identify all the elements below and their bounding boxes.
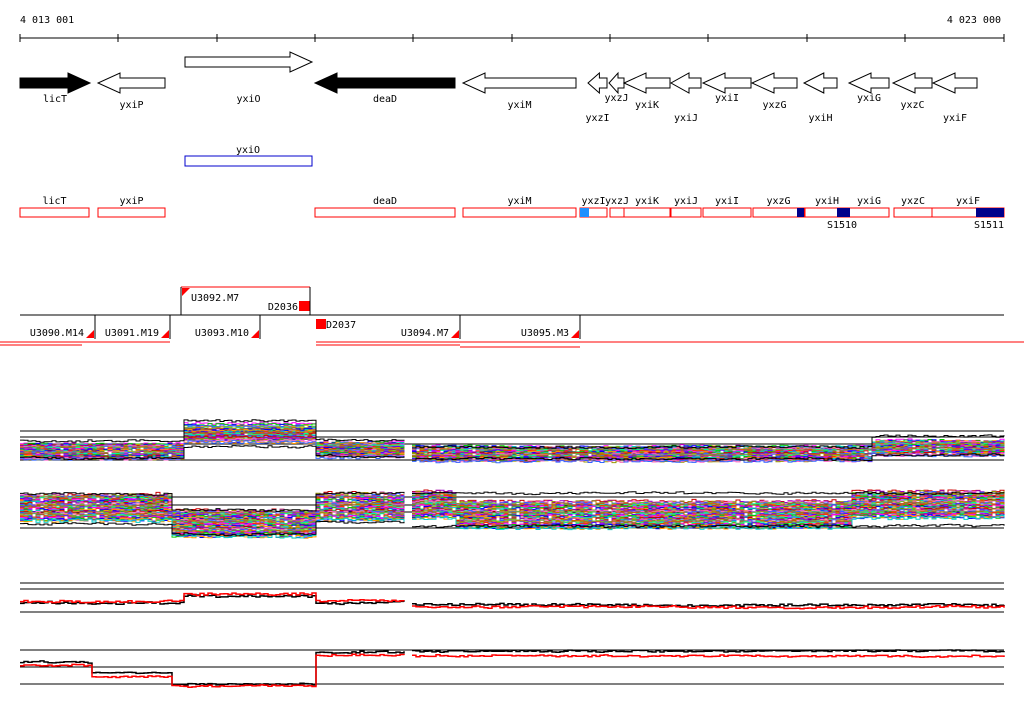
gene-label-yxiK: yxiK [635, 100, 659, 111]
gene-arrow-yxiK[interactable] [622, 72, 671, 94]
ruler-ticks [19, 34, 1005, 42]
transcript-box-yxiJ[interactable] [670, 207, 702, 218]
transcript-label-yxzI: yxzI [581, 196, 605, 207]
gene-label-yxiI: yxiI [715, 93, 739, 104]
transcript-label-yxzC: yxzC [901, 196, 925, 207]
gene-label-yxiO: yxiO [236, 94, 260, 105]
segment-label-U3091.M19: U3091.M19 [105, 328, 159, 339]
segment-label-U3093.M10: U3093.M10 [195, 328, 249, 339]
ruler-start-label: 4 013 001 [20, 15, 74, 26]
expression-profiles [20, 419, 1005, 539]
gene-label-yxiJ: yxiJ [674, 113, 698, 124]
gene-arrow-yxiP[interactable] [96, 72, 166, 94]
transcript-label-yxiK: yxiK [635, 196, 659, 207]
segment-flag [571, 330, 579, 338]
gene-label-licT: licT [43, 94, 67, 105]
aggregate-profile-mean [20, 649, 1005, 686]
segment-flag [86, 330, 94, 338]
ruler-end-label: 4 023 000 [947, 15, 1001, 26]
transcript-label-yxzJ: yxzJ [605, 196, 629, 207]
transcript-label-yxiG: yxiG [857, 196, 881, 207]
site-label-S1511: S1511 [974, 220, 1004, 231]
segment-flag [251, 330, 259, 338]
gene-label-yxzI: yxzI [585, 113, 609, 124]
transcript-box-deaD[interactable] [314, 207, 456, 218]
gene-label-yxzC: yxzC [900, 100, 924, 111]
transcript-box-yxiK[interactable] [623, 207, 671, 218]
gene-arrow-yxzG[interactable] [750, 72, 798, 94]
gene-arrow-yxzI[interactable] [587, 71, 608, 95]
gene-label-yxzJ: yxzJ [604, 93, 628, 104]
transcript-box-yxzJ[interactable] [609, 207, 625, 218]
site-label-S1510: S1510 [827, 220, 857, 231]
transcript-label-yxiP: yxiP [119, 196, 143, 207]
segment-label-U3094.M7: U3094.M7 [401, 328, 449, 339]
transcript-label-yxiF: yxiF [956, 196, 980, 207]
segment-flag [182, 288, 190, 296]
gene-arrow-yxiI[interactable] [701, 72, 752, 94]
segment-flag [451, 330, 459, 338]
gene-label-yxiH: yxiH [808, 113, 832, 124]
minus-transcript-track: licT yxiP deaD yxiM yxzI yxzJ yxiK yxiJ yxiI yxzG… [19, 196, 1005, 231]
gene-label-yxiG: yxiG [857, 93, 881, 104]
segment-label-U3095.M3: U3095.M3 [521, 328, 569, 339]
aggregate-profiles [20, 582, 1005, 688]
gene-track: licT yxiP yxiO deaD yxiM yxzI yxzJ yxiK yxiJ yxiI… [19, 51, 978, 124]
gene-arrow-yxzJ[interactable] [608, 71, 625, 95]
transcript-box-yxzC[interactable] [893, 207, 933, 218]
gene-arrow-deaD[interactable] [313, 72, 456, 94]
segment-label-U3090.M14: U3090.M14 [30, 328, 84, 339]
expression-profile-min [20, 520, 1005, 537]
expression-profile-max [20, 419, 1005, 450]
plus-transcript-track: yxiO [184, 145, 313, 167]
transcript-label-deaD: deaD [373, 196, 397, 207]
transcript-label-yxiO: yxiO [236, 145, 260, 156]
gene-arrow-yxiO[interactable] [184, 51, 314, 73]
segment-flag [161, 330, 169, 338]
segment-label-upper: U3092.M7 [191, 293, 239, 304]
transcript-box-yxiO[interactable] [184, 155, 313, 167]
gene-label-yxzG: yxzG [762, 100, 786, 111]
transcript-box-licT[interactable] [19, 207, 90, 218]
segmentation-track: U3092.M7 D2036 D2037 U3090.M14 U3091.M19 U309… [0, 286, 1024, 348]
transcript-box-yxiI[interactable] [702, 207, 752, 218]
gene-label-yxiF: yxiF [943, 113, 967, 124]
site-marker-S1510[interactable] [837, 208, 850, 217]
expression-profile-min [20, 445, 1005, 462]
gene-arrow-yxiM[interactable] [461, 72, 577, 94]
transcript-box-yxiG[interactable] [848, 207, 890, 218]
transcript-box-yxiM[interactable] [462, 207, 577, 218]
transcript-label-yxiJ: yxiJ [674, 196, 698, 207]
transcript-label-yxiH: yxiH [815, 196, 839, 207]
gene-arrow-yxiG[interactable] [847, 72, 890, 94]
gene-label-yxiM: yxiM [507, 100, 531, 111]
tss-marker [797, 208, 804, 217]
gene-label-yxiP: yxiP [119, 100, 143, 111]
transcript-label-yxiM: yxiM [507, 196, 531, 207]
transcript-label-licT: licT [42, 196, 66, 207]
gene-arrow-licT[interactable] [19, 72, 92, 94]
downshift-label-D2036: D2036 [268, 302, 298, 313]
transcript-box-yxiP[interactable] [97, 207, 166, 218]
aggregate-profile-red [20, 592, 1005, 610]
downshift-marker-D2037[interactable] [316, 319, 326, 329]
transcript-box-yxzG[interactable] [752, 207, 805, 218]
transcript-label-yxiI: yxiI [715, 196, 739, 207]
transcript-label-yxzG: yxzG [766, 196, 790, 207]
coordinate-ruler: 4 013 001 4 023 000 [19, 15, 1005, 42]
downshift-marker-D2036[interactable] [299, 301, 310, 311]
gene-arrow-yxzC[interactable] [891, 72, 933, 94]
gene-label-deaD: deaD [373, 94, 397, 105]
site-marker-S1511[interactable] [976, 208, 1004, 217]
aggregate-profile-red [20, 653, 1005, 688]
tss-marker [580, 208, 589, 217]
gene-arrow-yxiH[interactable] [802, 72, 838, 94]
expression-profile-max [20, 491, 1005, 512]
gene-arrow-yxiF[interactable] [931, 72, 978, 94]
gene-arrow-yxiJ[interactable] [669, 72, 702, 94]
downshift-label-D2037: D2037 [326, 320, 356, 331]
